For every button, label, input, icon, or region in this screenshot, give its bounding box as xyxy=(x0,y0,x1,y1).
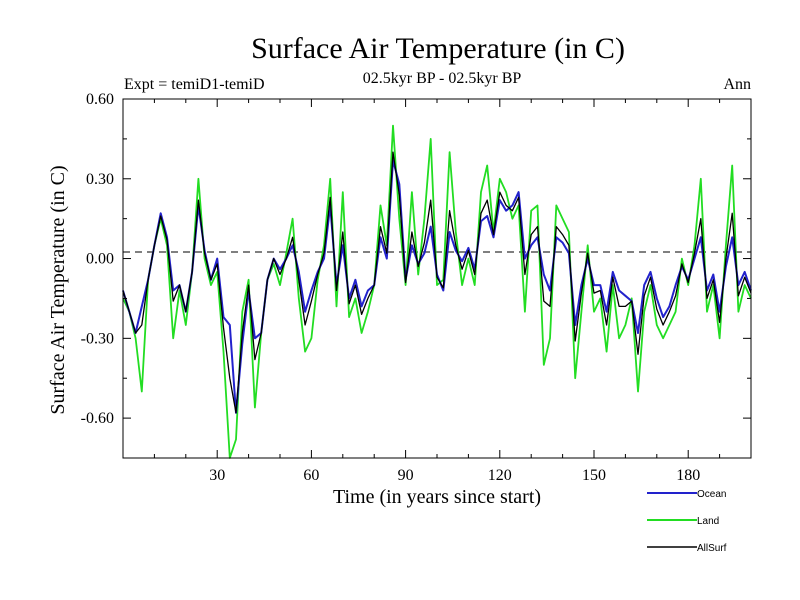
x-axis-title: Time (in years since start) xyxy=(333,486,541,508)
x-tick-label: 30 xyxy=(209,467,225,484)
x-tick-label: 60 xyxy=(303,467,319,484)
y-axis: -0.60 -0.30 0.00 0.30 0.60 xyxy=(81,91,751,427)
legend-label-allsurf: AllSurf xyxy=(697,543,727,554)
series-line-land xyxy=(122,124,752,459)
chart-title: Surface Air Temperature (in C) xyxy=(251,32,625,65)
series-layer xyxy=(122,124,752,459)
period-label: Ann xyxy=(723,76,751,93)
series-line-ocean xyxy=(122,159,752,414)
y-axis-title: Surface Air Temperature (in C) xyxy=(47,165,69,414)
plot-area: 30 60 90 120 150 180 -0.60 -0.30 0.00 0.30 0.60 xyxy=(81,91,752,484)
x-axis: 30 60 90 120 150 180 xyxy=(153,99,721,484)
x-tick-label: 120 xyxy=(488,467,512,484)
chart-subtitle: 02.5kyr BP - 02.5kyr BP xyxy=(363,70,522,87)
y-tick-label: 0.00 xyxy=(86,251,114,268)
y-tick-label: 0.30 xyxy=(86,171,114,188)
x-tick-label: 180 xyxy=(676,467,700,484)
legend: Ocean Land AllSurf xyxy=(647,489,727,554)
y-tick-label: 0.60 xyxy=(86,91,114,108)
x-tick-label: 150 xyxy=(582,467,606,484)
legend-label-ocean: Ocean xyxy=(697,489,726,500)
legend-label-land: Land xyxy=(697,516,719,527)
y-tick-label: -0.30 xyxy=(81,330,114,347)
experiment-label: Expt = temiD1-temiD xyxy=(124,76,265,93)
y-tick-label: -0.60 xyxy=(81,410,114,427)
x-tick-label: 90 xyxy=(398,467,414,484)
series-line-allsurf xyxy=(122,151,752,414)
